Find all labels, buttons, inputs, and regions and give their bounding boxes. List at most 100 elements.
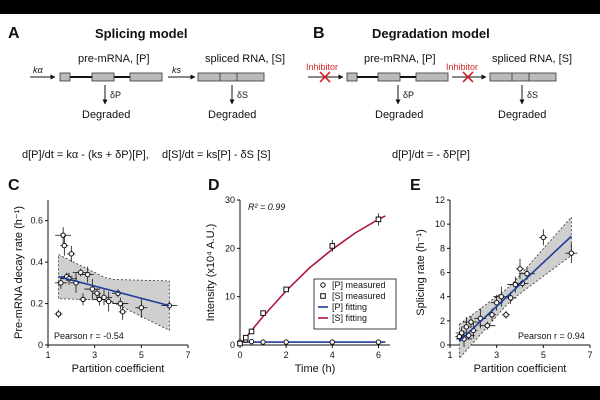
panel-a: A Splicing model pre-mRNA, [P] spliced R…	[8, 25, 285, 161]
spliced-rna-diagram-b	[489, 72, 557, 82]
data-point	[68, 251, 75, 257]
y-tick-label: 4	[440, 292, 445, 302]
legend-entry: [S] measured	[332, 291, 386, 301]
bottom-black-bar	[0, 386, 600, 400]
data-point	[507, 295, 514, 301]
confidence-band	[58, 253, 170, 332]
inhibitor-label-2: Inhibitor	[446, 62, 478, 72]
data-point	[94, 290, 100, 296]
data-point-s	[248, 328, 255, 335]
x-tick-label: 3	[92, 350, 97, 360]
pearson-annotation: Pearson r = 0.94	[518, 331, 585, 341]
legend-marker	[320, 293, 326, 299]
degraded-label-a1: Degraded	[82, 109, 130, 121]
y-tick-label: 0.6	[30, 216, 43, 226]
data-point	[498, 293, 505, 300]
chart-d: 0 2 4 6 0 10 20 30 Time (h) Intensity (x10⁴ A.U.)…	[205, 195, 397, 375]
data-point-p	[248, 338, 255, 345]
pearson-annotation: Pearson r = -0.54	[54, 331, 124, 341]
chart-c: 1 3 5 7 0 0.2 0.4 0.6 Partition coefficient Pre-m…	[13, 200, 191, 375]
y-axis-label: Splicing rate (h⁻¹)	[415, 229, 427, 316]
panel-b: B Degradation model pre-mRNA, [P] splice…	[306, 25, 572, 161]
k-s-label: ks	[172, 65, 182, 75]
data-point	[138, 305, 145, 311]
y-tick-label: 0	[38, 340, 43, 350]
panel-b-title: Degradation model	[372, 26, 490, 41]
equation-a2: d[S]/dt = ks[P] - δS [S]	[162, 149, 271, 161]
y-tick-label: 8	[440, 243, 445, 253]
x-axis-label: Partition coefficient	[474, 363, 567, 375]
data-point-s	[237, 340, 243, 347]
delta-p-label-a: δP	[110, 90, 121, 100]
data-point	[117, 300, 124, 307]
y-tick-label: 10	[435, 219, 445, 229]
panel-a-spliced-label: spliced RNA, [S]	[205, 53, 285, 65]
data-point-s	[260, 310, 266, 316]
legend-box	[313, 278, 397, 330]
data-point	[58, 280, 64, 286]
data-point	[540, 234, 547, 241]
panel-b-pre-mrna-label: pre-mRNA, [P]	[364, 53, 436, 65]
data-point	[101, 294, 107, 301]
panel-a-letter: A	[8, 25, 20, 42]
fit-line	[58, 275, 170, 307]
inhibitor-cross-1	[319, 71, 331, 83]
data-point	[77, 269, 84, 276]
x-tick-label: 1	[447, 350, 452, 360]
spliced-rna-diagram	[197, 72, 265, 82]
data-point	[105, 298, 112, 305]
data-point	[517, 266, 523, 272]
pre-mrna-gene-diagram	[59, 72, 163, 82]
data-point	[503, 312, 509, 318]
panel-d-letter: D	[208, 177, 220, 194]
data-point-s	[375, 216, 382, 223]
y-tick-label: 30	[225, 195, 235, 205]
delta-s-label-a: δS	[237, 90, 248, 100]
data-point	[493, 300, 500, 306]
inhibitor-label-1: Inhibitor	[306, 62, 338, 72]
x-tick-label: 7	[587, 350, 592, 360]
x-tick-label: 6	[376, 350, 381, 360]
data-point	[80, 296, 86, 303]
data-point	[55, 311, 62, 317]
data-point-s	[283, 286, 289, 293]
k-alpha-label: kα	[33, 65, 44, 75]
x-tick-label: 2	[284, 350, 289, 360]
degraded-label-a2: Degraded	[208, 109, 256, 121]
y-tick-label: 0.4	[30, 257, 43, 267]
legend-entry: [S] fitting	[332, 313, 367, 323]
y-tick-label: 10	[225, 292, 235, 302]
y-tick-label: 0	[230, 340, 235, 350]
data-point	[89, 286, 96, 292]
data-point-p	[260, 339, 266, 345]
data-point	[84, 271, 91, 278]
data-point	[61, 242, 68, 249]
panel-a-pre-mrna-label: pre-mRNA, [P]	[78, 53, 150, 65]
panel-c-letter: C	[8, 177, 20, 194]
y-tick-label: 12	[435, 195, 445, 205]
delta-s-label-b: δS	[527, 90, 538, 100]
panel-e-letter: E	[410, 177, 421, 194]
legend-marker	[320, 282, 326, 288]
y-axis-label: Pre-mRNA decay rate (h⁻¹)	[13, 206, 25, 339]
inhibitor-cross-2	[462, 71, 474, 83]
legend-entry: [P] measured	[332, 280, 386, 290]
top-black-bar	[0, 0, 600, 14]
r-squared-annotation: R² = 0.99	[248, 202, 285, 212]
degraded-label-b2: Degraded	[498, 109, 546, 121]
data-point	[489, 312, 495, 318]
data-point	[96, 296, 103, 303]
equation-a1: d[P]/dt = kα - (ks + δP)[P],	[22, 149, 149, 161]
data-point	[458, 330, 465, 336]
y-tick-label: 6	[440, 268, 445, 278]
data-point	[119, 309, 126, 315]
x-tick-label: 5	[541, 350, 546, 360]
panel-b-spliced-label: spliced RNA, [S]	[492, 53, 572, 65]
x-axis-label: Time (h)	[295, 363, 336, 375]
y-tick-label: 0.2	[30, 299, 43, 309]
data-point	[524, 271, 530, 277]
pre-mrna-gene-diagram-b	[346, 72, 449, 82]
y-tick-label: 0	[440, 340, 445, 350]
